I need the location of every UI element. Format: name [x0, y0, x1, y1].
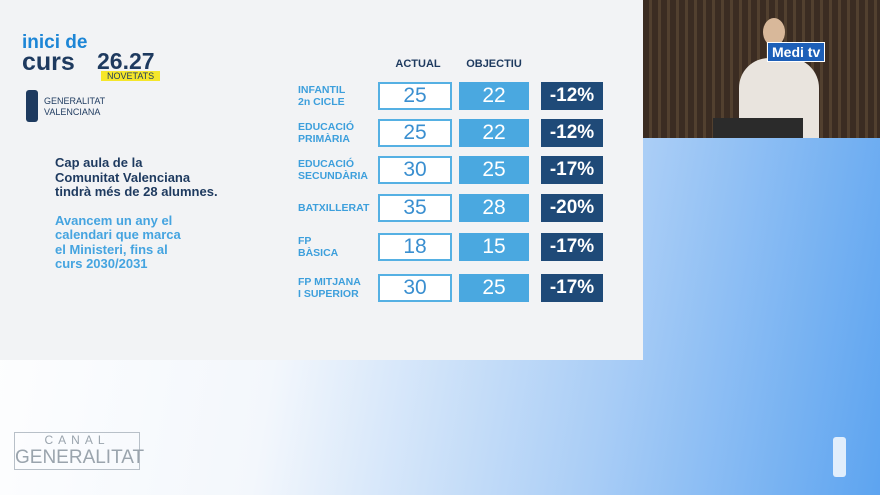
note-line: Avancem un any el — [55, 212, 173, 228]
row-label-line: BATXILLERAT — [298, 202, 370, 214]
target-cell: 25 — [459, 156, 529, 184]
note-line: el Ministeri, fins al — [55, 241, 168, 257]
row-label-line: FP MITJANA — [298, 276, 361, 288]
change-cell: -17% — [541, 156, 603, 184]
logo-line2: curs — [22, 48, 75, 76]
target-cell: 28 — [459, 194, 529, 222]
row-label-line: INFANTIL — [298, 84, 346, 96]
change-cell: -12% — [541, 82, 603, 110]
note: Avancem un any el calendari que marca el M… — [55, 212, 218, 272]
note-line: tindrà més de 28 alumnes. — [55, 184, 218, 199]
row-label-line: 2n CICLE — [298, 96, 345, 108]
row-label-line: EDUCACIÓ — [298, 158, 355, 170]
note: Cap aula de la Comunitat Valenciana tindrà… — [55, 155, 218, 200]
actual-cell: 35 — [378, 194, 452, 222]
change-cell: -20% — [541, 194, 603, 222]
note-line: curs 2030/2031 — [55, 256, 148, 271]
institution-line: VALENCIANA — [44, 107, 101, 117]
row-label: FP BÀSICA — [298, 235, 338, 259]
row-label-line: I SUPERIOR — [298, 288, 359, 300]
row-label-line: PRIMÀRIA — [298, 133, 350, 145]
change-cell: -17% — [541, 233, 603, 261]
logo-year: 26.27 — [97, 48, 155, 74]
logo-line1: inici de — [22, 32, 88, 53]
target-cell: 22 — [459, 82, 529, 110]
actual-cell: 25 — [378, 82, 452, 110]
watermark-line: GENERALITAT — [15, 447, 145, 468]
target-cell: 25 — [459, 274, 529, 302]
target-cell: 15 — [459, 233, 529, 261]
row-label-line: FP — [298, 235, 312, 247]
note-line: Cap aula de la — [55, 155, 143, 170]
watermark: CANAL GENERALITAT — [14, 432, 145, 470]
row-label: INFANTIL 2n CICLE — [298, 84, 345, 108]
change-cell: -17% — [541, 274, 603, 302]
logo-tag: NOVETATS — [101, 71, 161, 81]
slide — [0, 0, 643, 360]
row-label: BATXILLERAT — [298, 202, 369, 214]
actual-cell: 30 — [378, 274, 452, 302]
actual-cell: 25 — [378, 119, 452, 147]
lectern — [713, 118, 803, 138]
actual-cell: 30 — [378, 156, 452, 184]
corner-emblem — [833, 437, 846, 477]
emblem — [26, 90, 38, 122]
row-label-line: SECUNDÀRIA — [298, 170, 369, 182]
column-header: OBJECTIU — [466, 58, 522, 70]
column-header: ACTUAL — [395, 58, 441, 70]
channel-logo-text: Medi — [772, 44, 804, 60]
change-cell: -12% — [541, 119, 603, 147]
watermark-line: CANAL — [44, 433, 110, 447]
institution: GENERALITAT VALENCIANA — [44, 96, 105, 118]
channel-logo-text: tv — [807, 44, 821, 60]
target-cell: 22 — [459, 119, 529, 147]
institution-line: GENERALITAT — [44, 96, 106, 106]
row-label-line: BÀSICA — [298, 247, 339, 259]
note-line: Comunitat Valenciana — [55, 169, 191, 185]
actual-cell: 18 — [378, 233, 452, 261]
row-label: EDUCACIÓ PRIMÀRIA — [298, 121, 354, 145]
row-label-line: EDUCACIÓ — [298, 121, 355, 133]
presenter-head — [763, 18, 785, 46]
row-label: FP MITJANA I SUPERIOR — [298, 276, 361, 300]
channel-logo: Medi tv — [767, 42, 826, 62]
video-feed: Medi tv — [643, 0, 880, 138]
row-label: EDUCACIÓ SECUNDÀRIA — [298, 158, 368, 182]
notes: Cap aula de la Comunitat Valenciana tindrà… — [55, 155, 218, 286]
note-line: calendari que marca — [55, 227, 181, 242]
